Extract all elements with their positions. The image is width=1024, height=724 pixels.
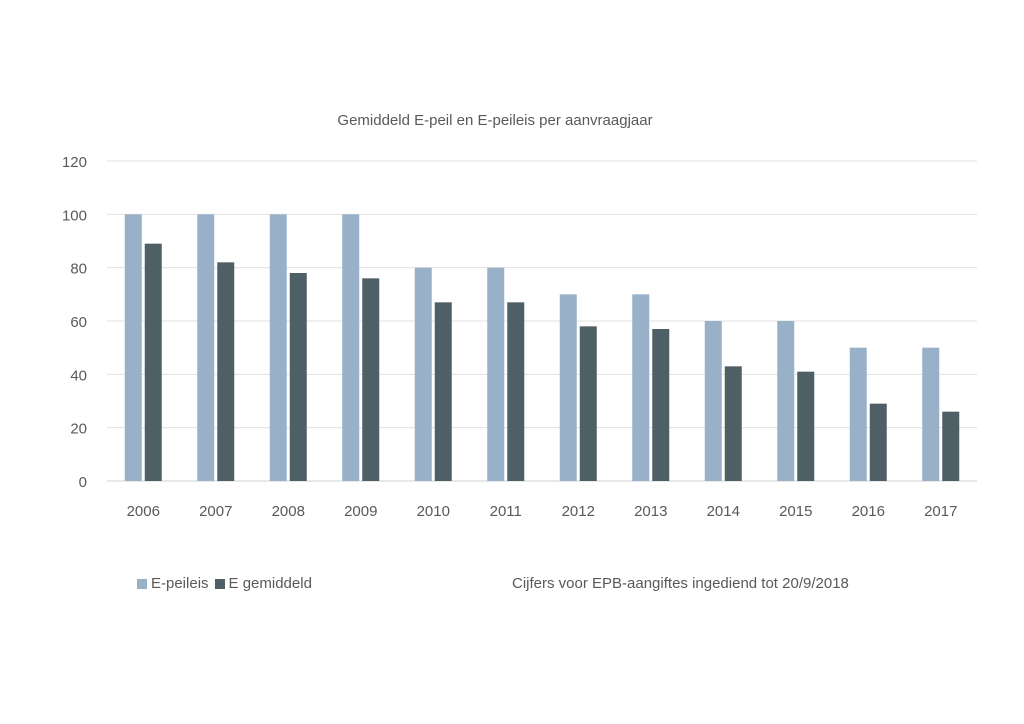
- bar-e-gemiddeld: [362, 278, 380, 481]
- bar-e-gemiddeld: [579, 326, 597, 481]
- x-tick-label: 2011: [490, 503, 522, 520]
- x-tick-label: 2008: [272, 503, 305, 520]
- bar-e-gemiddeld: [217, 262, 235, 481]
- bar-e-gemiddeld: [652, 329, 670, 481]
- bar-e-peileis: [704, 321, 722, 481]
- legend-label-e-peileis: E-peileis: [151, 575, 209, 592]
- y-tick-label: 20: [70, 421, 87, 438]
- x-tick-label: 2012: [562, 503, 595, 520]
- y-tick-label: 120: [62, 154, 87, 171]
- legend-swatch-e-gemiddeld: [214, 578, 225, 589]
- x-tick-label: 2016: [852, 503, 885, 520]
- legend-item-e-peileis: E-peileis: [137, 575, 209, 592]
- bar-e-gemiddeld: [507, 302, 525, 481]
- bar-e-peileis: [849, 347, 867, 481]
- bar-e-gemiddeld: [434, 302, 452, 481]
- y-tick-label: 80: [70, 261, 87, 278]
- bar-e-gemiddeld: [724, 366, 742, 481]
- legend-label-e-gemiddeld: E gemiddeld: [228, 575, 312, 592]
- x-tick-label: 2010: [417, 503, 450, 520]
- bar-e-peileis: [414, 267, 432, 481]
- bar-e-peileis: [124, 214, 142, 482]
- bar-e-peileis: [487, 267, 505, 481]
- chart-title: Gemiddeld E-peil en E-peileis per aanvra…: [337, 112, 653, 129]
- y-tick-label: 100: [62, 207, 87, 224]
- bar-e-peileis: [559, 294, 577, 481]
- bar-e-peileis: [632, 294, 650, 481]
- bar-e-gemiddeld: [144, 243, 162, 481]
- bar-e-peileis: [922, 347, 940, 481]
- x-tick-label: 2007: [199, 503, 232, 520]
- bar-e-gemiddeld: [942, 411, 960, 481]
- bar-e-peileis: [777, 321, 795, 481]
- x-tick-label: 2013: [634, 503, 667, 520]
- bar-e-peileis: [269, 214, 287, 482]
- bar-e-gemiddeld: [797, 371, 815, 481]
- x-tick-label: 2015: [779, 503, 812, 520]
- x-tick-label: 2009: [344, 503, 377, 520]
- x-tick-label: 2014: [707, 503, 740, 520]
- bar-e-peileis: [197, 214, 215, 482]
- x-tick-label: 2006: [127, 503, 160, 520]
- bar-e-peileis: [342, 214, 360, 482]
- legend: E-peileis E gemiddeld: [137, 575, 312, 592]
- y-tick-label: 40: [70, 367, 87, 384]
- x-tick-label: 2017: [924, 503, 957, 520]
- bar-e-gemiddeld: [869, 403, 887, 481]
- y-tick-label: 0: [79, 474, 87, 491]
- legend-item-e-gemiddeld: E gemiddeld: [214, 575, 312, 592]
- legend-swatch-e-peileis: [137, 578, 147, 589]
- chart-footnote: Cijfers voor EPB-aangiftes ingediend tot…: [512, 575, 849, 592]
- bar-e-gemiddeld: [289, 273, 307, 481]
- y-tick-label: 60: [70, 314, 87, 331]
